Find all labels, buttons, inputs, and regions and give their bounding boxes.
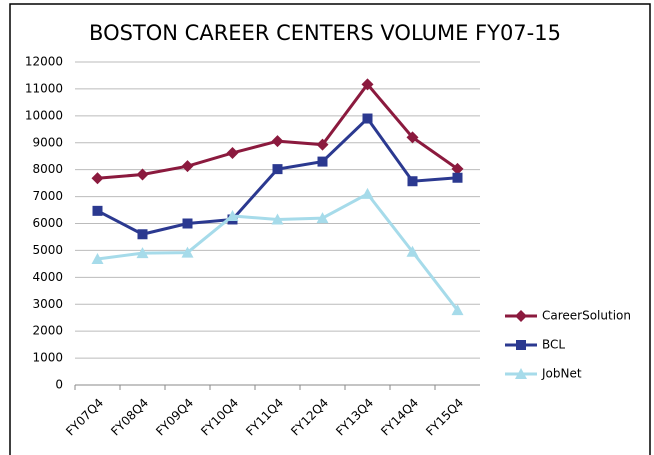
marker bbox=[361, 78, 374, 91]
marker bbox=[362, 113, 373, 124]
marker bbox=[361, 187, 374, 199]
marker bbox=[515, 310, 527, 322]
marker bbox=[182, 218, 193, 229]
marker bbox=[316, 138, 329, 151]
marker bbox=[451, 304, 464, 316]
marker bbox=[316, 212, 329, 224]
marker bbox=[317, 156, 328, 167]
y-tick-label: 1000 bbox=[32, 351, 63, 365]
marker bbox=[407, 176, 418, 187]
series bbox=[92, 113, 463, 240]
marker bbox=[226, 209, 239, 221]
marker bbox=[91, 172, 104, 185]
y-tick-label: 9000 bbox=[32, 135, 63, 149]
y-tick-label: 2000 bbox=[32, 324, 63, 338]
legend-label: CareerSolution bbox=[542, 309, 631, 323]
marker bbox=[226, 146, 239, 159]
y-tick-label: 7000 bbox=[32, 189, 63, 203]
marker bbox=[452, 172, 463, 183]
legend-label: JobNet bbox=[541, 367, 582, 381]
series bbox=[91, 78, 464, 185]
marker bbox=[406, 131, 419, 144]
legend-label: BCL bbox=[542, 338, 565, 352]
marker bbox=[516, 340, 526, 350]
marker bbox=[272, 164, 283, 175]
y-tick-label: 4000 bbox=[32, 270, 63, 284]
marker bbox=[137, 229, 148, 240]
y-tick-label: 3000 bbox=[32, 297, 63, 311]
marker bbox=[91, 253, 104, 265]
series bbox=[91, 187, 464, 316]
marker bbox=[271, 135, 284, 148]
marker bbox=[136, 168, 149, 181]
y-tick-label: 8000 bbox=[32, 162, 63, 176]
marker bbox=[92, 205, 103, 216]
marker bbox=[181, 246, 194, 258]
marker bbox=[515, 368, 527, 379]
y-tick-label: 0 bbox=[55, 378, 63, 392]
marker bbox=[451, 162, 464, 175]
y-tick-label: 12000 bbox=[25, 55, 63, 69]
y-tick-label: 11000 bbox=[25, 81, 63, 95]
marker bbox=[271, 213, 284, 225]
marker bbox=[181, 160, 194, 173]
y-tick-label: 5000 bbox=[32, 243, 63, 257]
marker bbox=[136, 247, 149, 259]
chart-frame bbox=[9, 3, 651, 455]
y-tick-label: 10000 bbox=[25, 108, 63, 122]
chart-title: BOSTON CAREER CENTERS VOLUME FY07-15 bbox=[89, 21, 561, 45]
y-tick-label: 6000 bbox=[32, 216, 63, 230]
marker bbox=[406, 245, 419, 257]
